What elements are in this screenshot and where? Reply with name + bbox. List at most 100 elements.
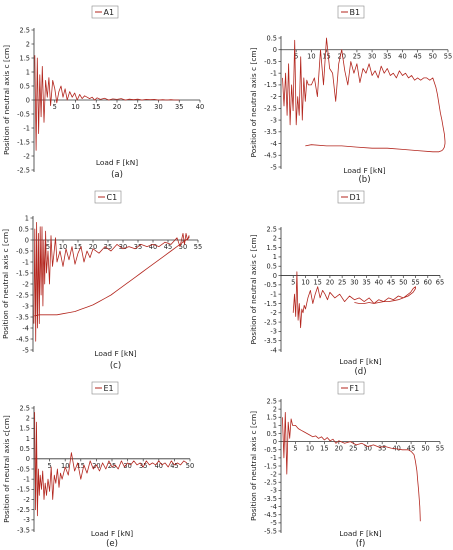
legend: A1 [91,5,119,19]
x-tick-label: 40 [155,462,163,470]
legend-box [94,190,122,204]
y-tick-label: -3 [270,116,277,124]
y-tick-label: 2 [26,40,30,48]
y-tick-label: -1.5 [264,462,277,470]
y-tick-label: -1 [270,290,277,298]
y-tick-label: -0.5 [264,58,277,66]
x-tick-label: 45 [413,53,421,61]
legend: E1 [91,381,119,395]
y-tick-label: -4 [270,503,277,511]
x-tick-label: 55 [411,279,419,287]
y-tick-label: -1 [22,258,29,266]
series-line-F1 [282,412,421,522]
y-axis-label: Position of neutral axis c[cm] [2,415,11,523]
y-tick-label: 2 [273,235,277,243]
y-tick-label: -2.5 [16,291,29,299]
y-tick-label: 0.5 [267,430,278,438]
y-tick-label: 0.5 [267,263,278,271]
chart-panel-B1: 5 10 15 20 25 30 35 40 45 50 55 0.5 0 -0.5 -1 -1.5 -2 -2.… [249,5,452,185]
series-line-B1 [282,37,446,153]
x-tick-label: 55 [444,53,452,61]
y-tick-label: -2.5 [17,506,30,514]
series-line-E1 [34,412,188,517]
y-tick-label: 1 [273,253,277,261]
y-tick-label: -1.5 [17,138,30,146]
y-tick-label: -2 [270,309,277,317]
y-tick-label: -4 [22,324,29,332]
y-tick-label: -3 [270,328,277,336]
panel-caption: (b) [358,175,370,185]
series-line-C1 [33,222,190,342]
x-tick-label: 20 [89,243,97,251]
y-tick-label: 0 [273,46,277,54]
y-tick-label: -3.5 [16,313,29,321]
y-tick-label: -4 [270,140,277,148]
x-tick-label: 5 [291,279,295,287]
x-tick-label: 55 [436,445,444,453]
y-tick-label: 1.5 [20,425,31,433]
panel-caption: (a) [111,170,123,180]
y-tick-label: -1.5 [264,300,277,308]
chart-panel-C1: 5 10 15 20 25 30 35 40 45 50 5510.50-0.5-1-1.5-2-2… [1,190,202,371]
y-tick-label: -3.5 [264,128,277,136]
y-tick-label: -2 [270,470,277,478]
x-tick-label: 50 [179,243,187,251]
y-tick-label: -1.5 [17,486,30,494]
x-tick-label: 30 [154,103,162,111]
legend-box [91,381,119,395]
y-axis-label: Position of neutral axis c [cm] [1,229,10,339]
x-axis-label: Load F [kN] [91,529,133,538]
x-tick-label: 50 [399,279,407,287]
series-line-A1 [34,55,180,151]
x-tick-label: 15 [92,103,100,111]
y-tick-label: 0 [26,455,30,463]
y-tick-label: -4.5 [264,152,277,160]
y-tick-label: -2.5 [264,318,277,326]
panel-caption: (c) [110,361,121,371]
y-tick-label: 1 [25,214,29,222]
y-tick-label: 2.5 [267,225,278,233]
y-tick-label: 1 [26,68,30,76]
y-tick-label: 0.5 [267,34,278,42]
x-tick-label: 5 [53,103,57,111]
legend: D1 [337,190,365,204]
y-tick-label: -4.5 [264,511,277,519]
y-tick-label: 1.5 [267,244,278,252]
x-tick-label: 45 [170,462,178,470]
x-axis-label: Load F [kN] [96,158,138,167]
y-tick-label: -2 [23,496,30,504]
x-tick-label: 40 [149,243,157,251]
y-tick-label: 2 [26,414,30,422]
y-tick-label: -2 [270,93,277,101]
x-tick-label: 10 [307,53,315,61]
x-tick-label: 10 [61,462,69,470]
x-tick-label: 10 [306,445,314,453]
y-tick-label: 0.5 [20,82,31,90]
x-tick-label: 25 [349,445,357,453]
y-tick-label: 1.5 [20,54,31,62]
y-tick-label: -1 [270,69,277,77]
y-axis-label: Position of neutral axis c [cm] [249,234,258,344]
y-tick-label: 1.5 [267,414,278,422]
x-axis-label: Load F [kN] [343,166,385,175]
x-tick-label: 30 [119,243,127,251]
x-tick-label: 55 [194,243,202,251]
y-tick-label: -2.5 [264,479,277,487]
x-axis-label: Load F [kN] [339,357,381,366]
legend-label: B1 [350,8,361,17]
x-tick-label: 40 [398,53,406,61]
legend: B1 [337,5,365,19]
y-tick-label: -5 [270,519,277,527]
y-tick-label: 0.5 [20,445,31,453]
y-tick-label: -0.5 [264,446,277,454]
y-tick-label: -3.5 [17,526,30,534]
x-tick-label: 30 [364,445,372,453]
y-tick-label: -4.5 [16,335,29,343]
x-tick-label: 65 [436,279,444,287]
y-tick-label: -3 [23,516,30,524]
y-tick-label: -1 [23,124,30,132]
x-tick-label: 25 [353,53,361,61]
x-tick-label: 15 [313,279,321,287]
y-tick-label: 0 [273,438,277,446]
